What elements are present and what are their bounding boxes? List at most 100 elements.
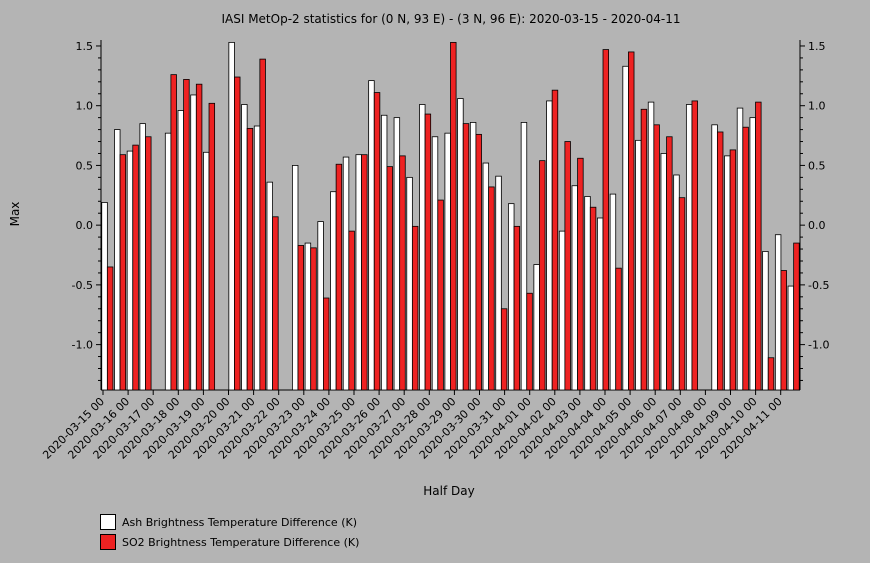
legend: Ash Brightness Temperature Difference (K… (100, 512, 359, 552)
so2-bar (653, 124, 660, 391)
ash-bar (101, 202, 108, 391)
ash-bar (774, 234, 782, 391)
ash-bar (241, 104, 248, 391)
ash-bar (355, 154, 362, 391)
ash-bar (164, 132, 172, 391)
ash-bar (558, 230, 566, 391)
ash-bar (749, 117, 756, 391)
y-tick-label-right: -0.5 (808, 279, 829, 292)
ash-bar (266, 181, 273, 391)
ash-bar (330, 191, 337, 391)
ash-bar (647, 101, 655, 391)
so2-bar (475, 133, 482, 391)
legend-label-so2: SO2 Brightness Temperature Difference (K… (122, 535, 360, 549)
ash-bar (431, 136, 439, 391)
ash-bar (660, 153, 667, 391)
so2-bar (691, 100, 698, 391)
ash-bar (444, 132, 451, 391)
ash-bar (190, 94, 197, 391)
ash-bar (380, 114, 388, 391)
plot-area: 1.5 1.5 1.0 1.0 0.5 0.5 0.0 0.0 -0.5 -0.5 -1.0 -1.0… (40, 40, 829, 462)
so2-bar (742, 126, 749, 391)
so2-bar (666, 136, 673, 391)
ash-bar (228, 41, 235, 391)
so2-bar (780, 270, 787, 391)
so2-bar (183, 79, 190, 391)
so2-bar (145, 136, 152, 391)
so2-bar (729, 149, 737, 391)
so2-bar (323, 297, 330, 391)
ash-bar (177, 110, 185, 391)
ash-bar (673, 174, 680, 391)
so2-bar (297, 245, 304, 391)
so2-bar (716, 131, 724, 391)
so2-bar (615, 267, 622, 391)
ash-bar (685, 104, 693, 391)
so2-bar (170, 74, 177, 391)
so2-bar (246, 127, 254, 391)
y-tick-label-left: 1.0 (76, 100, 94, 113)
so2-bar (526, 292, 533, 391)
ash-bar (711, 124, 718, 391)
y-tick-label-left: 0.0 (76, 219, 94, 232)
ash-bar (368, 80, 375, 391)
so2-bar (195, 83, 203, 391)
y-tick-label-right: -1.0 (808, 339, 829, 352)
y-axis-label: Max (8, 202, 22, 227)
so2-bar (500, 308, 508, 391)
y-tick-label-right: 0.0 (808, 219, 826, 232)
so2-bar (767, 357, 775, 391)
ash-bar (126, 150, 134, 391)
ash-bar (622, 65, 629, 391)
so2-bar (437, 199, 444, 391)
so2-bar (589, 206, 597, 391)
so2-bar (628, 51, 635, 391)
ash-bar (635, 139, 642, 391)
chart-title: IASI MetOp-2 statistics for (0 N, 93 E) … (221, 12, 680, 26)
ash-bar (724, 155, 731, 391)
ash-bar (520, 122, 528, 391)
legend-swatch-so2 (100, 534, 116, 550)
so2-bar (424, 113, 432, 391)
so2-bar (678, 197, 686, 391)
ash-bar (762, 251, 769, 391)
so2-bar (208, 102, 216, 391)
so2-bar (348, 230, 355, 391)
ash-bar (139, 123, 146, 391)
so2-bar (793, 242, 800, 391)
so2-bar (488, 186, 495, 391)
so2-bar (411, 225, 419, 391)
ash-bar (291, 165, 299, 391)
y-tick-label-left: -0.5 (72, 279, 93, 292)
ash-bar (304, 242, 312, 391)
so2-bar (373, 92, 381, 391)
so2-bar (310, 247, 317, 391)
ash-bar (609, 193, 617, 391)
so2-bar (462, 123, 470, 391)
ash-bar (317, 221, 324, 391)
ash-bar (253, 125, 261, 391)
ash-bar (584, 196, 591, 391)
ash-bar (787, 285, 795, 391)
ash-bar (457, 98, 464, 391)
y-tick-label-right: 1.0 (808, 100, 826, 113)
legend-item-so2: SO2 Brightness Temperature Difference (K… (100, 532, 359, 552)
so2-bar (602, 49, 610, 391)
so2-bar (234, 76, 241, 391)
x-axis-label: Half Day (423, 484, 474, 498)
ash-bar (419, 104, 426, 391)
so2-bar (119, 154, 127, 391)
ash-bar (546, 100, 553, 391)
ash-bar (114, 129, 121, 391)
y-tick-label-right: 1.5 (808, 40, 826, 53)
legend-swatch-ash (100, 514, 116, 530)
so2-bar (513, 225, 521, 391)
ash-bar (508, 203, 515, 391)
so2-bar (259, 58, 266, 391)
ash-bar (533, 264, 540, 391)
so2-bar (755, 101, 762, 391)
y-tick-label-left: -1.0 (72, 339, 93, 352)
ash-bar (482, 162, 490, 391)
so2-bar (640, 108, 648, 391)
